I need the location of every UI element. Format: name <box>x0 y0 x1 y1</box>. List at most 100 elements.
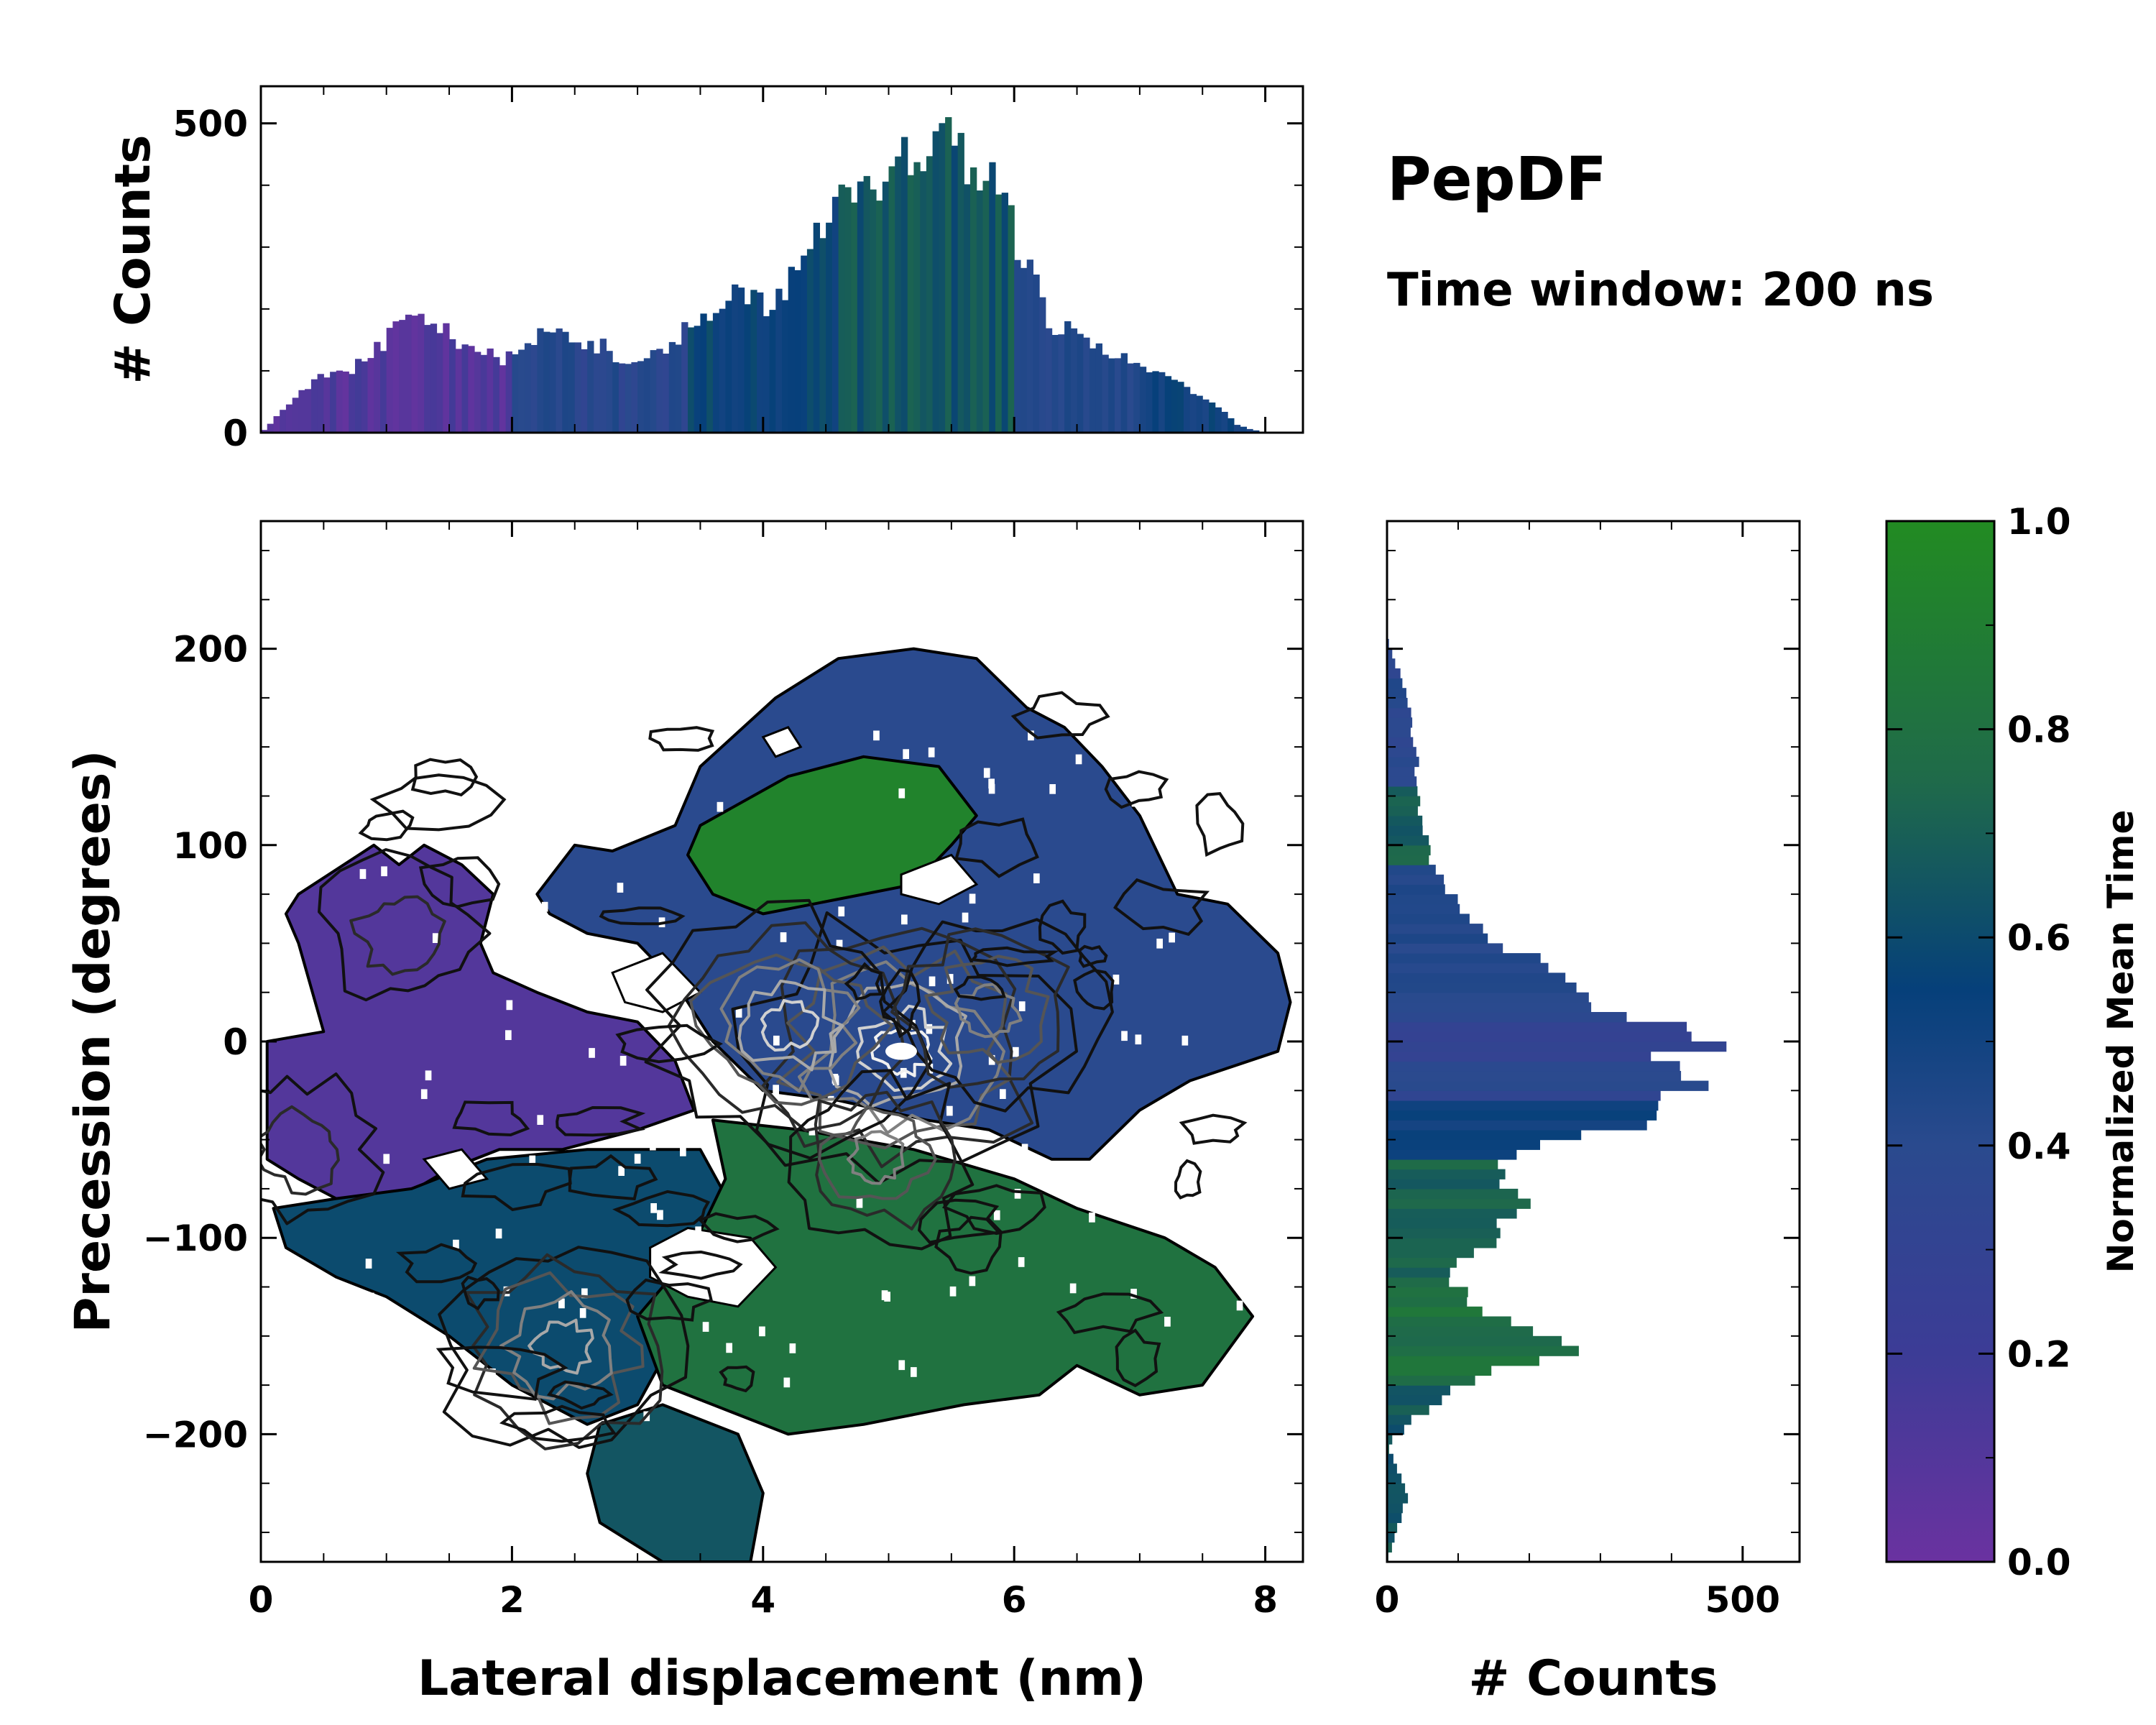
top-hist-bar <box>355 359 362 433</box>
contour-line <box>954 817 1039 878</box>
top-hist-bar <box>895 156 902 433</box>
empty-region <box>900 853 979 906</box>
contour-line <box>349 895 446 976</box>
top-hist-bar <box>725 300 732 433</box>
top-hist-bar <box>568 342 576 433</box>
empty-bin <box>1156 1430 1162 1440</box>
top-hist-bar <box>1120 353 1128 433</box>
right-hist-bar <box>1387 1424 1404 1435</box>
right-hist-bar <box>1387 903 1460 915</box>
right-hist-bar <box>1387 1267 1450 1278</box>
empty-bin <box>985 1141 992 1151</box>
top-hist-bar <box>819 238 826 433</box>
contour-line <box>969 946 1059 967</box>
top-hist-bar <box>863 175 870 433</box>
top-hist-bar <box>1070 328 1078 433</box>
empty-bin <box>959 1431 966 1441</box>
top-hist-bar <box>932 131 939 433</box>
top-hist-y-tick-label: 0 <box>223 413 248 454</box>
right-hist-bar <box>1387 1129 1582 1141</box>
contour-line <box>844 962 883 1001</box>
right-hist-bar <box>1387 933 1488 944</box>
top-hist-bar <box>1008 205 1015 433</box>
empty-bin <box>983 768 990 778</box>
empty-bin <box>414 829 421 840</box>
top-hist-bar <box>694 326 701 433</box>
top-hist-bar <box>285 404 293 433</box>
top-hist-bar <box>813 222 820 433</box>
right-hist-bar <box>1387 1473 1402 1484</box>
contour-line <box>461 1162 572 1212</box>
right-hist-bar <box>1387 1356 1539 1366</box>
right-hist-bar <box>1387 688 1406 699</box>
empty-bin <box>365 1259 372 1269</box>
empty-bin <box>439 749 446 760</box>
top-hist-bar <box>700 313 707 433</box>
top-hist-bar <box>543 331 550 433</box>
contour-line <box>878 968 921 1039</box>
top-hist-bar <box>1221 412 1228 433</box>
right-hist-bar <box>1387 1257 1457 1268</box>
empty-bin <box>903 749 909 759</box>
main-ticks: 0 2 4 6 8 −200 −100 0 100 200 <box>143 521 1303 1621</box>
x-tick-label: 4 <box>750 1579 775 1621</box>
top-hist-bar <box>712 313 720 433</box>
right-hist-bar <box>1387 1316 1511 1327</box>
top-hist-bar <box>474 351 482 433</box>
contour-line <box>599 906 686 926</box>
contour-line <box>719 958 861 1093</box>
top-hist-bar <box>1209 402 1216 433</box>
right-hist-bar <box>1387 1463 1397 1474</box>
top-hist-bar <box>399 320 406 433</box>
empty-bin <box>382 1472 388 1482</box>
right-hist-bar <box>1387 707 1411 718</box>
top-hist-bar <box>468 346 475 433</box>
right-hist-bar <box>1387 1512 1402 1523</box>
top-hist-bar <box>656 349 663 433</box>
right-hist-bar <box>1387 874 1445 886</box>
top-hist-bar <box>418 313 425 433</box>
top-hist-bar <box>650 350 657 433</box>
top-hist-bar <box>524 343 532 433</box>
empty-bin <box>1089 1213 1095 1223</box>
empty-bin <box>1049 784 1056 794</box>
empty-bin <box>1130 1160 1138 1171</box>
top-hist-bar <box>330 372 337 433</box>
main-ylabel: Precession (degrees) <box>65 750 121 1333</box>
top-hist-bar <box>1227 418 1235 433</box>
empty-bin <box>1234 1141 1241 1151</box>
contour-line <box>698 1212 780 1243</box>
top-hist-bar <box>1152 371 1159 433</box>
right-hist-bar <box>1387 678 1403 689</box>
right-hist-bar <box>1387 1297 1468 1307</box>
top-hist-bars <box>261 117 1266 433</box>
top-hist-bar <box>939 123 946 433</box>
top-hist-bar <box>757 292 764 433</box>
contour-line <box>452 1100 530 1137</box>
top-hist-bar <box>970 167 977 433</box>
top-hist-bar <box>1253 430 1260 433</box>
empty-bin <box>1130 1289 1137 1299</box>
empty-bin <box>1121 1031 1128 1041</box>
contour-line <box>358 809 415 842</box>
top-hist-bar <box>261 430 268 433</box>
top-hist-bar <box>336 370 344 433</box>
top-hist-bar <box>782 300 789 433</box>
empty-bin <box>1112 975 1120 985</box>
right-hist-bar <box>1387 658 1396 669</box>
empty-bin <box>345 1366 352 1377</box>
empty-bin <box>827 1095 834 1106</box>
contour-line <box>438 1246 690 1449</box>
top-hist-bar <box>1077 334 1084 433</box>
empty-bin <box>1205 844 1212 855</box>
empty-bin <box>1135 1034 1142 1045</box>
right-hist-bar <box>1387 1139 1540 1150</box>
empty-bin <box>695 1402 702 1412</box>
top-hist-bar <box>424 325 431 433</box>
empty-bin <box>709 1241 716 1252</box>
empty-bin <box>529 1155 536 1166</box>
contour-line <box>1179 1113 1248 1145</box>
top-hist-bar <box>317 374 324 433</box>
right-hist-bar <box>1387 1434 1393 1445</box>
